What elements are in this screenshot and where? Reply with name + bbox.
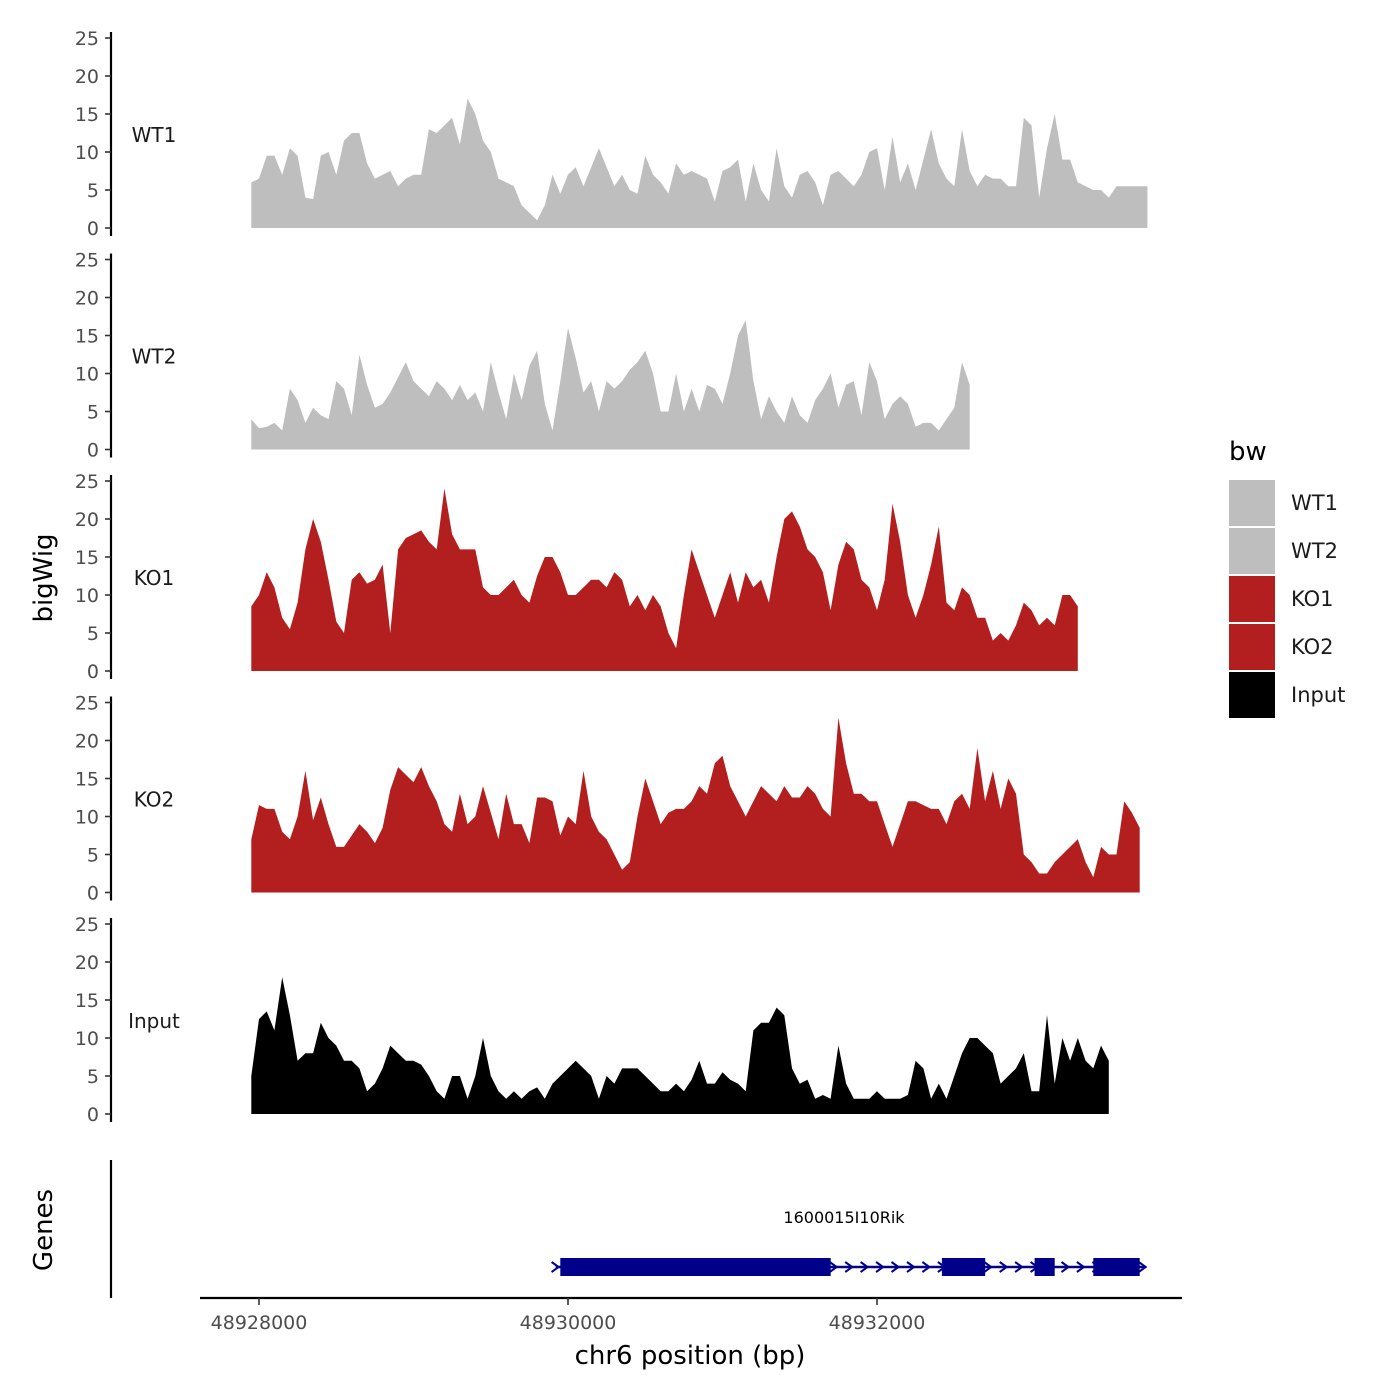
- strand-chevron-icon: [1138, 1261, 1148, 1273]
- track-label: KO2: [134, 788, 175, 812]
- legend-label: WT2: [1291, 539, 1338, 563]
- x-tick-label: 48930000: [520, 1312, 617, 1334]
- gene-name-label: 1600015I10Rik: [783, 1208, 905, 1227]
- track-wt2: 0 5 10 15 20 25 WT2: [75, 250, 970, 462]
- y-tick-label: 15: [75, 990, 99, 1012]
- strand-chevron-icon: [906, 1261, 916, 1273]
- track-input: 0 5 10 15 20 25 Input: [75, 914, 1109, 1126]
- x-axis: 48928000 48930000 48932000: [200, 1296, 1182, 1334]
- legend-entries: WT1 WT2 KO1 KO2 Input: [1229, 480, 1345, 718]
- y-tick-label: 5: [87, 180, 99, 202]
- y-tick-label: 25: [75, 28, 99, 50]
- y-tick-label: 25: [75, 693, 99, 715]
- coverage-area-wt2: [251, 320, 970, 450]
- track-ko2: 0 5 10 15 20 25 KO2: [75, 693, 1140, 905]
- strand-chevron-icon: [999, 1261, 1009, 1273]
- y-tick-label: 20: [75, 952, 99, 974]
- legend-label: Input: [1291, 683, 1345, 707]
- y-tick-label: 20: [75, 731, 99, 753]
- y-tick-label: 5: [87, 623, 99, 645]
- y-tick-label: 25: [75, 250, 99, 272]
- y-tick-label: 0: [87, 661, 99, 683]
- y-tick-label: 10: [75, 142, 99, 164]
- y-tick-label: 25: [75, 914, 99, 936]
- x-tick-label: 48932000: [829, 1312, 926, 1334]
- y-tick-label: 25: [75, 471, 99, 493]
- legend-key-wt1: [1229, 480, 1275, 526]
- legend-key-input: [1229, 672, 1275, 718]
- y-tick-label: 0: [87, 440, 99, 462]
- coverage-area-ko2: [251, 717, 1140, 893]
- coverage-area-input: [251, 977, 1109, 1114]
- gene-exon: [1034, 1258, 1055, 1276]
- gene-exon: [560, 1258, 831, 1276]
- legend-label: KO1: [1291, 587, 1334, 611]
- x-axis-title: chr6 position (bp): [575, 1341, 806, 1371]
- y-tick-label: 20: [75, 509, 99, 531]
- coverage-tracks: 0510152025WT10510152025WT20510152025KO10…: [75, 28, 1148, 1126]
- y-tick-label: 0: [87, 1104, 99, 1126]
- y-tick-label: 15: [75, 547, 99, 569]
- strand-chevron-icon: [1014, 1261, 1024, 1273]
- y-tick-label: 5: [87, 1066, 99, 1088]
- track-label: KO1: [134, 566, 175, 590]
- legend-key-ko1: [1229, 576, 1275, 622]
- track-label: WT2: [132, 345, 177, 369]
- track-wt1: 0 5 10 15 20 25 WT1: [75, 28, 1148, 240]
- y-tick-label: 15: [75, 104, 99, 126]
- coverage-area-wt1: [251, 98, 1148, 228]
- legend: bw WT1 WT2 KO1 KO2 Input: [1229, 437, 1345, 718]
- legend-label: WT1: [1291, 491, 1338, 515]
- gene-exon: [1093, 1258, 1140, 1276]
- x-tick-label: 48928000: [211, 1312, 308, 1334]
- y-tick-label: 10: [75, 807, 99, 829]
- y-tick-label: 5: [87, 402, 99, 424]
- y-tick-label: 0: [87, 218, 99, 240]
- track-label: WT1: [132, 123, 177, 147]
- strand-chevron-icon: [860, 1261, 870, 1273]
- legend-key-wt2: [1229, 528, 1275, 574]
- strand-chevron-icon: [829, 1261, 839, 1273]
- track-label: Input: [128, 1009, 180, 1033]
- y-tick-label: 15: [75, 326, 99, 348]
- strand-chevron-icon: [983, 1261, 993, 1273]
- y-tick-label: 10: [75, 364, 99, 386]
- y-tick-label: 15: [75, 769, 99, 791]
- strand-chevron-icon: [844, 1261, 854, 1273]
- gene-model: 1600015I10Rik: [551, 1208, 1148, 1276]
- y-tick-label: 10: [75, 1028, 99, 1050]
- y-tick-label: 20: [75, 288, 99, 310]
- legend-key-ko2: [1229, 624, 1275, 670]
- strand-chevron-icon: [1076, 1261, 1086, 1273]
- legend-label: KO2: [1291, 635, 1334, 659]
- genes-panel: Genes 1600015I10Rik: [29, 1160, 1148, 1298]
- strand-chevron-icon: [890, 1261, 901, 1273]
- y-tick-label: 0: [87, 883, 99, 905]
- y-tick-label: 10: [75, 585, 99, 607]
- legend-title: bw: [1229, 437, 1267, 467]
- y-tick-label: 5: [87, 845, 99, 867]
- y-tick-label: 20: [75, 66, 99, 88]
- gene-exon: [941, 1258, 986, 1276]
- y-axis-title: bigWig: [29, 533, 59, 622]
- track-ko1: 0 5 10 15 20 25 KO1: [75, 471, 1078, 683]
- strand-chevron-icon: [921, 1261, 932, 1273]
- strand-chevron-icon: [875, 1261, 885, 1273]
- strand-chevron-icon: [551, 1261, 561, 1273]
- strand-chevron-icon: [1060, 1261, 1071, 1273]
- genes-panel-title: Genes: [29, 1189, 59, 1271]
- coverage-area-ko1: [251, 488, 1078, 671]
